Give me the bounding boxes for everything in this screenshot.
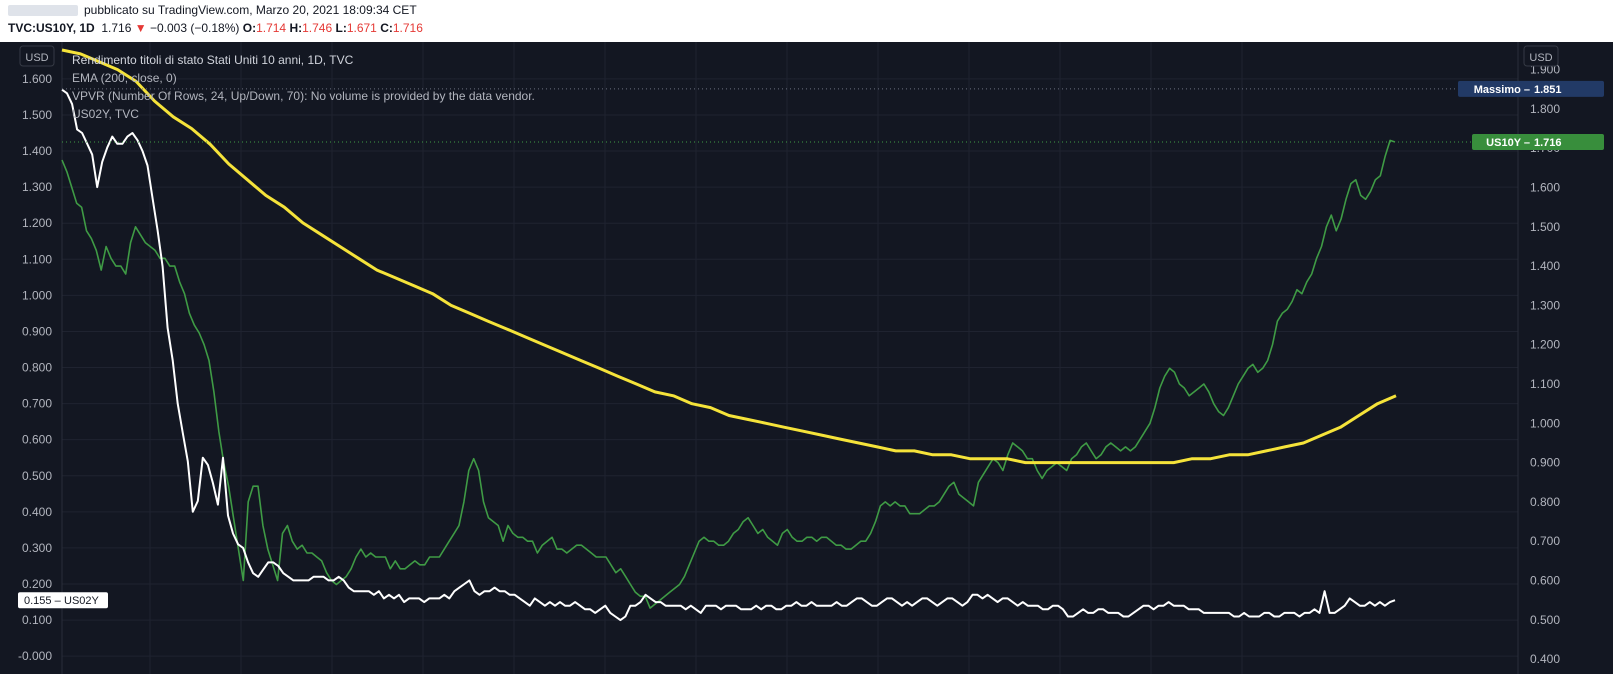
- left-axis-tick-label: 1.500: [22, 108, 52, 122]
- us10y-badge-name: US10Y –: [1486, 137, 1530, 149]
- right-axis-tick-label: 1.800: [1530, 102, 1560, 116]
- price-chart[interactable]: 1.600 1.500 1.400 1.300 1.200 1.100 1.000 0.900…: [0, 42, 1613, 674]
- us02y-badge-value: 0.155 –: [24, 595, 62, 607]
- right-axis-tick-label: 0.500: [1530, 613, 1560, 627]
- right-axis-tick-label: 1.400: [1530, 259, 1560, 273]
- max-badge: [1458, 80, 1604, 97]
- publisher-text: pubblicato su TradingView.com, Marzo 20,…: [84, 3, 417, 17]
- right-axis-tick-label: 0.400: [1530, 652, 1560, 666]
- chart-legend: Rendimento titoli di stato Stati Uniti 1…: [72, 51, 535, 123]
- us02y-badge-name: US02Y: [64, 595, 100, 607]
- high-label: H:: [289, 21, 303, 35]
- left-axis-tick-label: 0.400: [22, 505, 52, 519]
- left-axis-tick-label: 0.200: [22, 577, 52, 591]
- close-label: C:: [380, 21, 393, 35]
- left-axis-tick-label: 0.300: [22, 541, 52, 555]
- left-axis-tick-label: 0.800: [22, 361, 52, 375]
- publisher-row: pubblicato su TradingView.com, Marzo 20,…: [0, 3, 417, 19]
- open-value: 1.714: [256, 21, 287, 35]
- left-axis-tick-label: -0.000: [18, 649, 52, 663]
- left-axis-tick-label: 1.200: [22, 216, 52, 230]
- max-badge-name: Massimo –: [1474, 84, 1530, 96]
- left-axis-tick-label: 0.900: [22, 324, 52, 338]
- legend-vpvr: VPVR (Number Of Rows, 24, Up/Down, 70): …: [72, 89, 535, 103]
- left-axis-tick-label: 0.600: [22, 433, 52, 447]
- left-axis-tick-label: 0.100: [22, 613, 52, 627]
- right-axis-tick-label: 1.000: [1530, 416, 1560, 430]
- right-axis-tick-label: 0.800: [1530, 495, 1560, 509]
- series-line-us02y: [61, 88, 1396, 622]
- legend-main-series: Rendimento titoli di stato Stati Uniti 1…: [72, 53, 354, 67]
- right-axis-unit-box: [1523, 45, 1559, 67]
- us02y-badge: [18, 592, 108, 609]
- left-axis-unit-box: [19, 45, 55, 67]
- us10y-badge: [1472, 133, 1604, 150]
- left-axis-tick-label: 0.700: [22, 397, 52, 411]
- top-bar: pubblicato su TradingView.com, Marzo 20,…: [0, 0, 1613, 42]
- quote-row: TVC:US10Y, 1D 1.716 ▼ −0.003 (−0.18%) O:…: [8, 21, 423, 35]
- right-axis-tick-label: 1.300: [1530, 298, 1560, 312]
- left-axis-tick-label: 1.600: [22, 72, 52, 86]
- close-value: 1.716: [392, 21, 423, 35]
- down-arrow-icon: ▼: [134, 21, 147, 35]
- right-axis-tick-label: 0.900: [1530, 456, 1560, 470]
- legend-ema: EMA (200, close, 0): [72, 71, 177, 85]
- chart-area[interactable]: 1.600 1.500 1.400 1.300 1.200 1.100 1.000 0.900…: [0, 42, 1613, 674]
- left-axis-tick-label: 1.400: [22, 144, 52, 158]
- right-axis-tick-label: 0.600: [1530, 574, 1560, 588]
- left-axis-tick-label: 1.000: [22, 288, 52, 302]
- left-axis-tick-label: 1.300: [22, 180, 52, 194]
- series-line-us10y: [61, 139, 1396, 609]
- legend-us02y: US02Y, TVC: [72, 107, 139, 121]
- high-value: 1.746: [302, 21, 333, 35]
- right-axis-tick-label: 1.600: [1530, 181, 1560, 195]
- author-name-redacted: [8, 5, 78, 17]
- low-value: 1.671: [346, 21, 377, 35]
- last-price: 1.716: [101, 21, 132, 35]
- right-axis-tick-label: 1.500: [1530, 220, 1560, 234]
- left-axis-tick-label: 1.100: [22, 252, 52, 266]
- left-axis-unit: USD: [25, 52, 48, 64]
- right-axis-unit: USD: [1529, 52, 1552, 64]
- series-line-ema-200-close-0-: [61, 48, 1397, 465]
- right-axis-tick-label: 1.200: [1530, 338, 1560, 352]
- price-change: −0.003 (−0.18%): [149, 21, 240, 35]
- low-label: L:: [335, 21, 347, 35]
- right-axis-tick-label: 0.700: [1530, 534, 1560, 548]
- open-label: O:: [242, 21, 257, 35]
- us10y-badge-value: 1.716: [1534, 137, 1562, 149]
- right-axis-tick-label: 1.100: [1530, 377, 1560, 391]
- symbol-label: TVC:US10Y, 1D: [8, 21, 95, 35]
- max-badge-value: 1.851: [1534, 84, 1562, 96]
- left-axis-tick-label: 0.500: [22, 469, 52, 483]
